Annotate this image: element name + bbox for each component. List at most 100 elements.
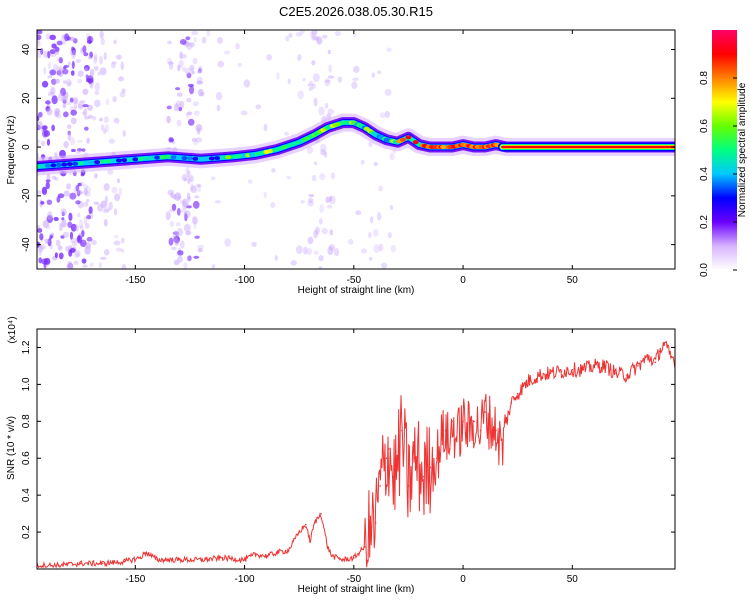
noise-speckle bbox=[70, 70, 75, 76]
ridge-blob bbox=[94, 160, 101, 165]
snr-point bbox=[342, 558, 344, 561]
snr-point bbox=[449, 448, 451, 450]
ridge-blob bbox=[208, 156, 215, 161]
noise-speckle bbox=[82, 104, 89, 108]
x-tick-label: 50 bbox=[567, 275, 579, 286]
noise-speckle bbox=[54, 108, 61, 115]
noise-speckle bbox=[311, 30, 318, 36]
ridge-blob bbox=[219, 155, 226, 160]
noise-speckle bbox=[179, 38, 187, 45]
noise-speckle bbox=[168, 237, 174, 246]
noise-speckle bbox=[84, 223, 90, 229]
snr-point bbox=[407, 485, 410, 487]
noise-speckle bbox=[116, 178, 121, 184]
noise-speckle bbox=[190, 182, 194, 192]
noise-speckle bbox=[54, 78, 61, 84]
noise-speckle bbox=[79, 181, 85, 187]
x-tick-label: 0 bbox=[460, 574, 466, 585]
snr-point bbox=[326, 546, 329, 548]
noise-speckle bbox=[311, 60, 316, 66]
noise-speckle bbox=[66, 36, 72, 41]
noise-speckle bbox=[46, 199, 53, 205]
noise-speckle bbox=[167, 189, 175, 196]
noise-speckle bbox=[337, 76, 343, 83]
noise-speckle bbox=[360, 159, 365, 165]
noise-speckle bbox=[99, 30, 104, 39]
noise-speckle bbox=[111, 61, 117, 65]
snr-point bbox=[468, 429, 471, 432]
noise-speckle bbox=[381, 262, 388, 269]
noise-speckle bbox=[83, 52, 89, 57]
noise-speckle bbox=[43, 67, 47, 75]
noise-speckle bbox=[173, 103, 180, 112]
noise-speckle bbox=[181, 173, 187, 182]
noise-speckle bbox=[183, 177, 188, 182]
snr-point bbox=[527, 379, 530, 382]
noise-speckle bbox=[327, 49, 331, 55]
noise-speckle bbox=[77, 100, 85, 110]
noise-speckle bbox=[77, 235, 81, 242]
noise-speckle bbox=[309, 31, 315, 38]
x-tick-label: 50 bbox=[567, 574, 579, 585]
noise-speckle bbox=[118, 187, 122, 196]
noise-speckle bbox=[189, 42, 195, 48]
noise-speckle bbox=[270, 202, 276, 208]
noise-speckle bbox=[114, 234, 119, 239]
noise-speckle bbox=[373, 244, 381, 254]
noise-speckle bbox=[42, 220, 50, 228]
noise-speckle bbox=[107, 169, 114, 175]
x-tick-label: -50 bbox=[347, 275, 362, 286]
noise-speckle bbox=[42, 129, 48, 138]
noise-speckle bbox=[76, 189, 81, 197]
ridge-blob bbox=[186, 156, 193, 161]
noise-speckle bbox=[45, 179, 51, 183]
noise-speckle bbox=[302, 246, 308, 255]
noise-speckle bbox=[325, 196, 331, 204]
ridge-blob bbox=[83, 160, 90, 165]
noise-speckle bbox=[368, 232, 372, 238]
noise-speckle bbox=[59, 223, 63, 232]
noise-speckle bbox=[103, 207, 111, 212]
snr-x-axis-label: Height of straight line (km) bbox=[298, 584, 415, 595]
noise-speckle bbox=[56, 65, 64, 71]
snr-point bbox=[451, 420, 453, 423]
noise-speckle bbox=[173, 259, 180, 266]
noise-speckle bbox=[60, 235, 65, 239]
noise-speckle bbox=[41, 140, 45, 147]
noise-speckle bbox=[306, 247, 313, 256]
noise-speckle bbox=[120, 249, 125, 253]
noise-speckle bbox=[169, 138, 175, 142]
snr-point bbox=[123, 560, 126, 563]
noise-speckle bbox=[38, 245, 43, 253]
noise-speckle bbox=[82, 45, 87, 54]
noise-speckle bbox=[177, 64, 181, 72]
noise-speckle bbox=[62, 66, 67, 70]
snr-y-axis-label: SNR (10 * v/v) bbox=[6, 416, 17, 480]
snr-point bbox=[663, 342, 665, 345]
noise-speckle bbox=[37, 121, 43, 130]
noise-speckle bbox=[368, 142, 373, 148]
noise-speckle bbox=[84, 186, 92, 194]
noise-speckle bbox=[306, 146, 314, 155]
noise-speckle bbox=[99, 67, 107, 76]
snr-point bbox=[276, 551, 279, 554]
noise-speckle bbox=[77, 147, 83, 152]
noise-speckle bbox=[60, 208, 67, 216]
noise-speckle bbox=[170, 246, 177, 251]
noise-speckle bbox=[193, 36, 198, 43]
noise-speckle bbox=[57, 92, 64, 102]
snr-point bbox=[479, 429, 482, 432]
noise-speckle bbox=[56, 40, 63, 46]
snr-point bbox=[501, 448, 504, 450]
noise-speckle bbox=[89, 84, 94, 89]
noise-speckle bbox=[55, 239, 61, 247]
noise-speckle bbox=[318, 218, 323, 225]
noise-speckle bbox=[376, 211, 382, 221]
noise-speckle bbox=[179, 100, 185, 109]
noise-speckle bbox=[120, 61, 124, 71]
noise-speckle bbox=[389, 204, 394, 211]
ridge-blob bbox=[181, 156, 188, 161]
noise-speckle bbox=[167, 61, 174, 65]
noise-speckle bbox=[62, 95, 67, 102]
snr-point bbox=[615, 372, 617, 375]
